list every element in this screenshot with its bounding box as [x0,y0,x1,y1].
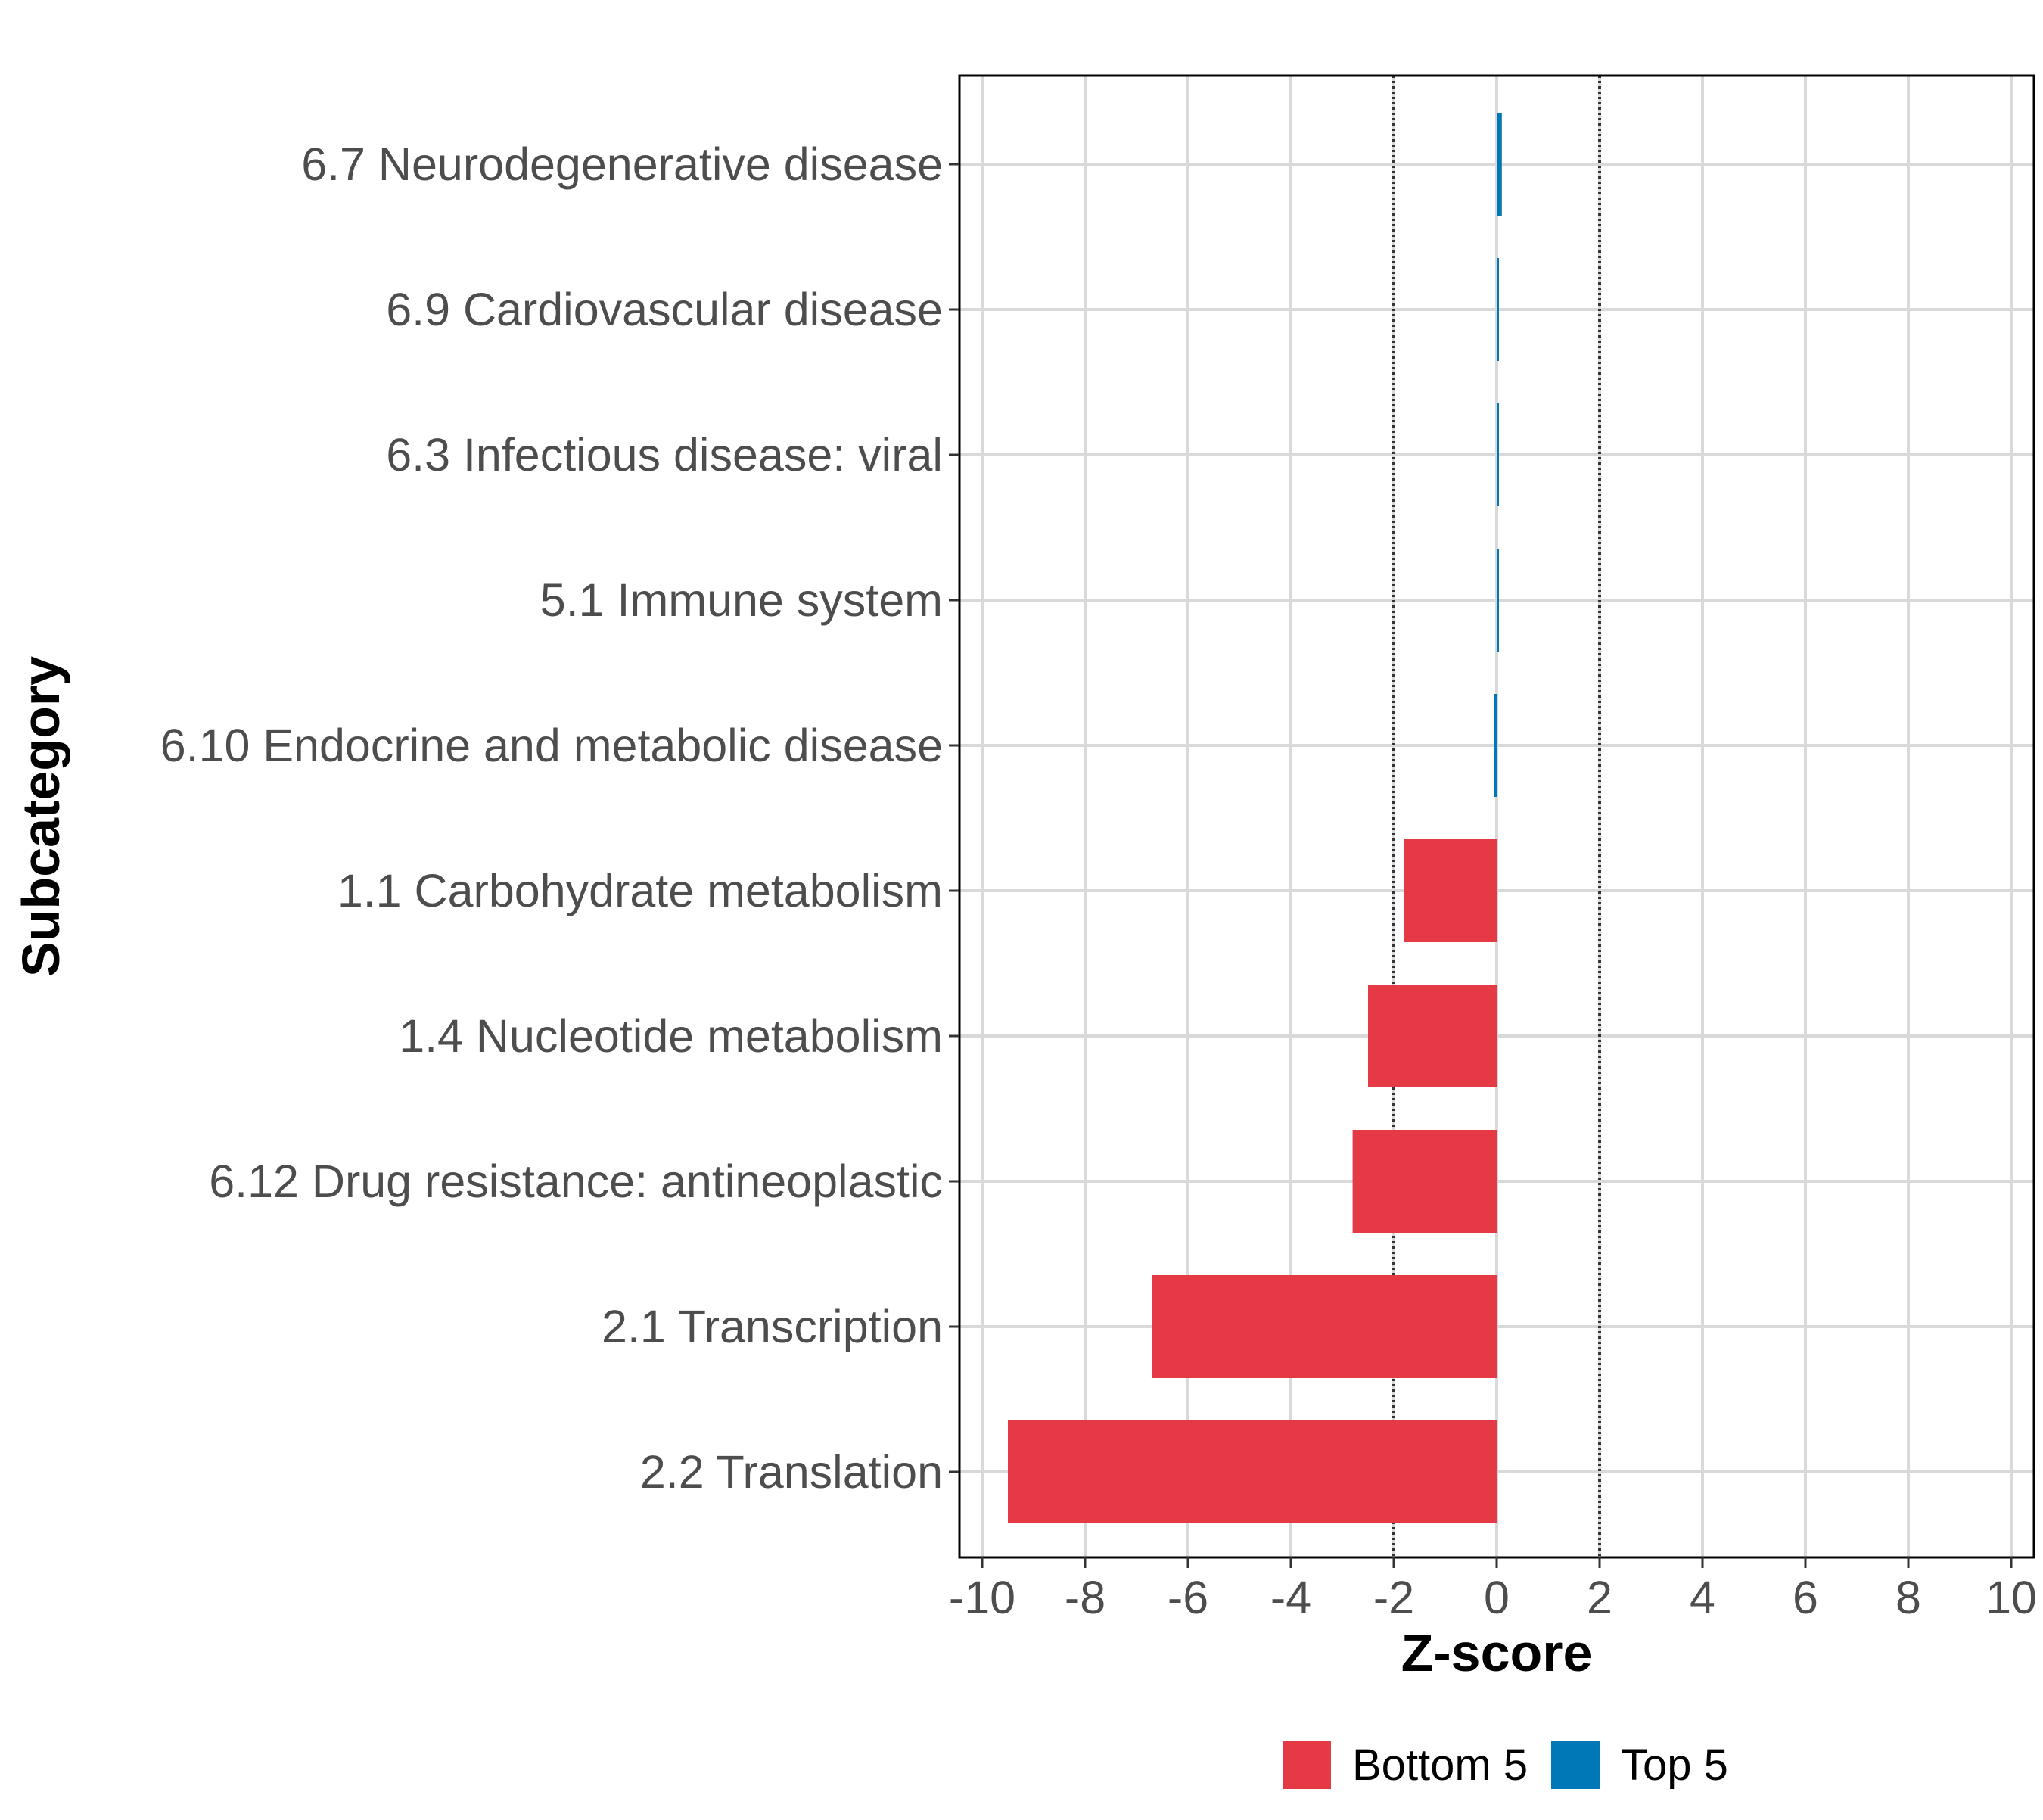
x-axis-title: Z-score [1401,1623,1593,1682]
category-label: 2.2 Translation [640,1446,943,1498]
x-tick-label: 0 [1484,1572,1510,1623]
bar [1352,1130,1497,1233]
category-label: 2.1 Transcription [602,1301,943,1352]
bar [1152,1275,1497,1378]
bar [1368,985,1497,1087]
legend-swatch [1283,1741,1331,1789]
bars [1008,113,1502,1523]
x-tick-label: -10 [949,1572,1015,1623]
legend: Bottom 5 Top 5 [1283,1741,1728,1790]
y-axis: 6.7 Neurodegenerative disease 6.9 Cardiov… [160,138,959,1498]
category-label: 1.1 Carbohydrate metabolism [337,865,943,916]
bar [1497,113,1502,216]
category-label: 6.7 Neurodegenerative disease [301,138,943,190]
legend-label: Bottom 5 [1352,1741,1528,1790]
x-tick-label: 8 [1895,1572,1921,1623]
x-tick-label: -2 [1373,1572,1414,1623]
x-tick-label: -6 [1168,1572,1208,1623]
category-label: 5.1 Immune system [540,574,943,626]
bar [1497,549,1499,652]
category-label: 1.4 Nucleotide metabolism [399,1010,943,1062]
category-label: 6.3 Infectious disease: viral [386,429,943,481]
x-tick-label: 4 [1690,1572,1715,1623]
x-tick-label: -8 [1065,1572,1105,1623]
bar [1497,258,1499,361]
x-tick-label: 10 [1985,1572,2037,1623]
category-label: 6.10 Endocrine and metabolic disease [160,720,943,771]
category-label: 6.12 Drug resistance: antineoplastic [209,1156,943,1207]
bar [1494,694,1497,797]
x-tick-label: 6 [1793,1572,1818,1623]
bar [1008,1420,1497,1523]
y-axis-title: Subcategory [11,656,70,977]
category-label: 6.9 Cardiovascular disease [386,284,943,335]
legend-label: Top 5 [1621,1741,1728,1790]
legend-swatch [1551,1741,1600,1789]
x-tick-label: -4 [1270,1572,1311,1623]
x-axis: -10 -8 -6 -4 -2 0 2 4 6 8 10 [949,1557,2037,1623]
bar [1404,839,1497,942]
bar [1497,403,1499,506]
x-tick-label: 2 [1587,1572,1612,1623]
